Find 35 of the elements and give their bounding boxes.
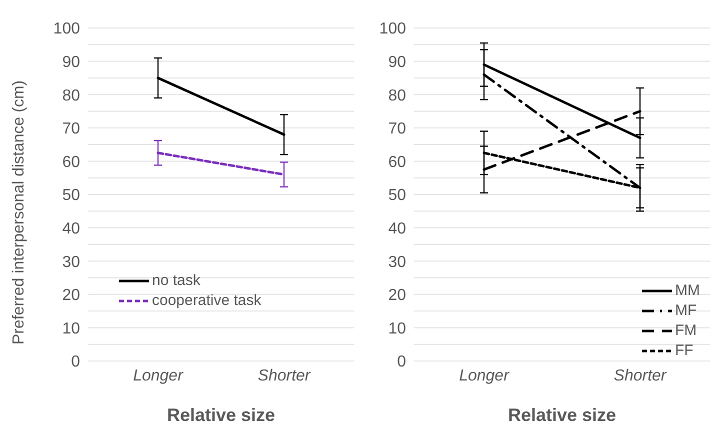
- y-tick-label: 90: [62, 54, 80, 71]
- legend-label: MM: [675, 281, 700, 301]
- x-tick-label: Longer: [459, 367, 510, 384]
- x-tick-label: Shorter: [614, 367, 667, 384]
- legend-label: MF: [675, 301, 697, 321]
- y-tick-label: 30: [62, 254, 80, 271]
- y-tick-label: 80: [62, 87, 80, 104]
- y-tick-label: 30: [388, 254, 406, 271]
- y-tick-label: 80: [388, 87, 406, 104]
- y-tick-label: 40: [62, 220, 80, 238]
- y-tick-label: 60: [388, 154, 406, 171]
- y-tick-label: 50: [62, 187, 80, 204]
- legend-label: no task: [152, 271, 200, 291]
- y-tick-label: 40: [388, 220, 406, 238]
- y-tick-label: 50: [388, 187, 406, 204]
- y-tick-label: 20: [62, 287, 80, 304]
- x-axis-title: Relative size: [508, 405, 616, 425]
- x-axis-title: Relative size: [166, 405, 276, 425]
- x-tick-label: Shorter: [258, 367, 311, 384]
- y-tick-label: 70: [388, 120, 406, 138]
- y-tick-label: 90: [388, 54, 406, 71]
- y-tick-label: 100: [53, 20, 80, 38]
- y-tick-label: 10: [388, 320, 406, 338]
- y-tick-label: 0: [71, 354, 80, 371]
- x-tick-label: Longer: [133, 367, 184, 384]
- legend-label: FM: [675, 321, 697, 341]
- legend-label: FF: [675, 341, 694, 361]
- y-tick-label: 10: [62, 320, 80, 338]
- y-tick-label: 100: [379, 20, 406, 38]
- y-tick-label: 60: [62, 154, 80, 171]
- y-axis-title: Preferred interpersonal distance (cm): [10, 80, 28, 344]
- y-tick-label: 20: [388, 287, 406, 304]
- legend-label: cooperative task: [152, 291, 262, 311]
- y-tick-label: 0: [397, 354, 406, 371]
- y-tick-label: 70: [62, 120, 80, 138]
